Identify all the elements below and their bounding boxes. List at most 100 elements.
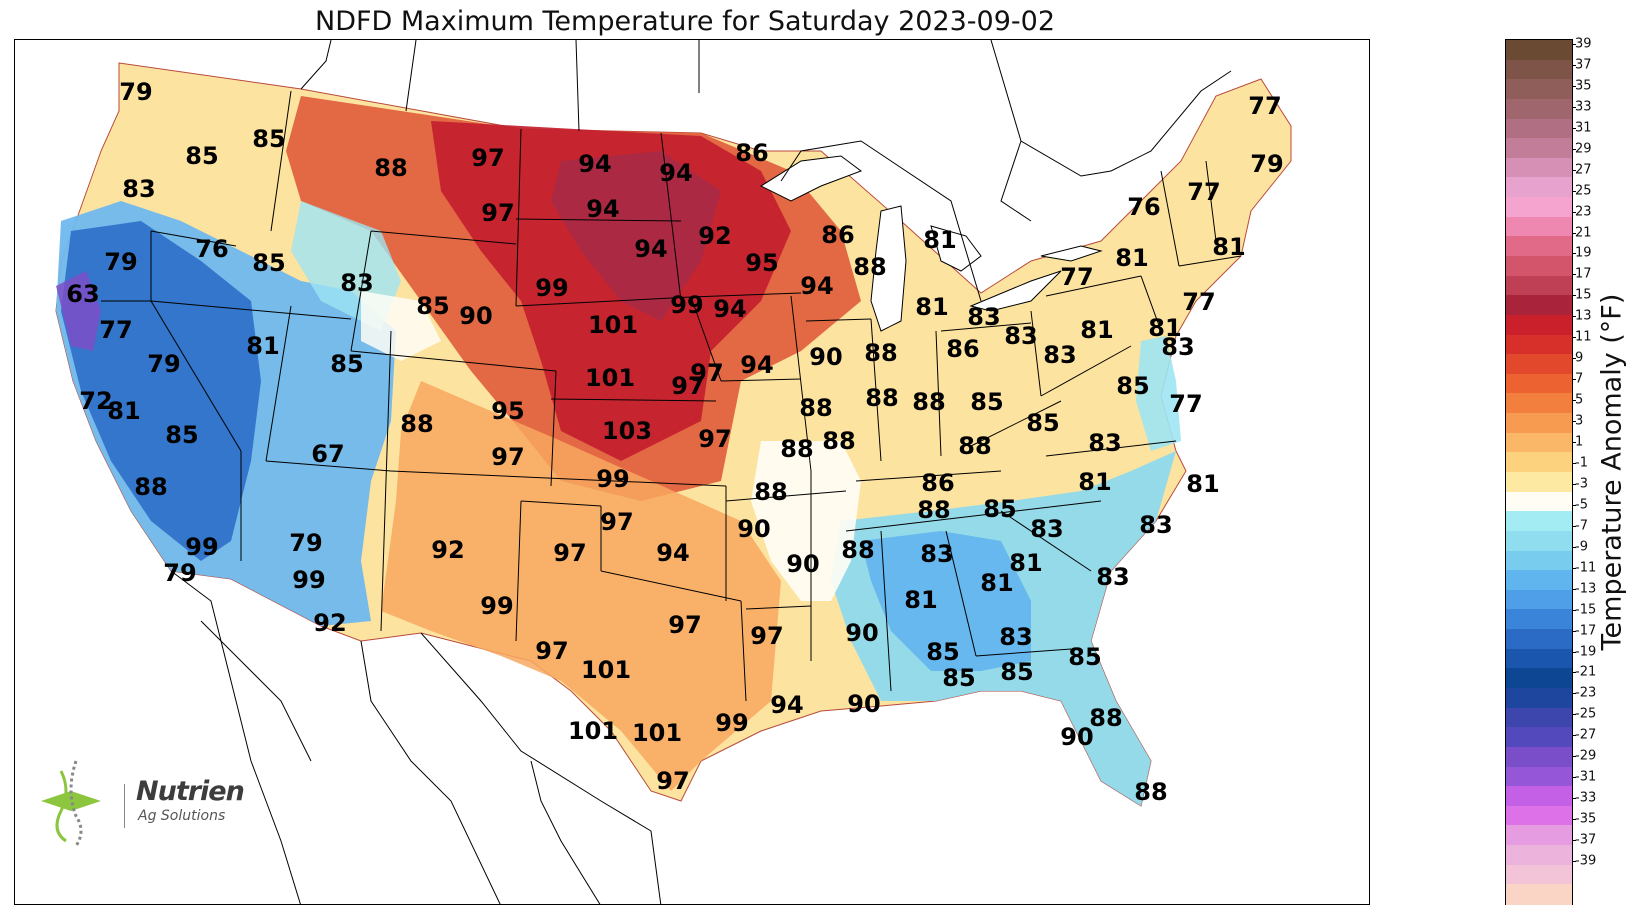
colorbar-segment [1506, 511, 1572, 532]
city-temp-label: 97 [600, 508, 634, 536]
colorbar-tickmark [1572, 609, 1576, 611]
colorbar-tickmark [1572, 504, 1576, 506]
colorbar-tick-label: -13 [1575, 581, 1597, 597]
colorbar-tickmark [1572, 840, 1576, 842]
colorbar-tickmark [1572, 274, 1576, 276]
colorbar-tickmark [1572, 358, 1576, 360]
city-temp-label: 79 [163, 559, 197, 587]
colorbar-tick-label: 7 [1575, 371, 1584, 387]
colorbar-tick-label: -27 [1575, 727, 1597, 743]
city-temp-label: 94 [713, 295, 747, 323]
city-temp-label: 95 [491, 397, 525, 425]
city-temp-label: 88 [374, 154, 408, 182]
city-temp-label: 94 [800, 272, 834, 300]
great-lakes [759, 155, 1103, 332]
city-temp-label: 85 [165, 421, 199, 449]
city-temp-label: 86 [735, 139, 769, 167]
city-temp-label: 97 [750, 622, 784, 650]
nutrien-logo: Nutrien Ag Solutions [24, 740, 264, 840]
colorbar-tick-label: -1 [1575, 455, 1588, 471]
colorbar-segment [1506, 40, 1572, 61]
colorbar-tickmark [1572, 211, 1576, 213]
colorbar-segment [1506, 138, 1572, 159]
colorbar-tickmark [1572, 400, 1576, 402]
colorbar-segment [1506, 884, 1572, 905]
colorbar-tickmark [1572, 232, 1576, 234]
country-borders [170, 40, 1232, 904]
city-temp-label: 94 [634, 235, 668, 263]
city-temp-label: 85 [1116, 372, 1150, 400]
colorbar-segment [1506, 98, 1572, 120]
colorbar-tickmark [1572, 442, 1576, 444]
map-title: NDFD Maximum Temperature for Saturday 20… [315, 6, 1055, 37]
colorbar-segment [1506, 589, 1572, 611]
colorbar-tick-label: -35 [1575, 811, 1597, 827]
colorbar-tick-label: 11 [1575, 329, 1592, 345]
city-temp-label: 85 [942, 664, 976, 692]
colorbar-tickmark [1572, 861, 1576, 862]
city-temp-label: 85 [252, 125, 286, 153]
colorbar-tick-label: -7 [1575, 518, 1588, 534]
city-temp-label: 90 [845, 619, 879, 647]
colorbar-tickmark [1572, 85, 1576, 87]
city-temp-label: 81 [923, 226, 957, 254]
city-temp-label: 103 [601, 417, 653, 445]
city-temp-label: 88 [1089, 704, 1123, 732]
city-temp-label: 92 [431, 536, 465, 564]
city-temp-label: 88 [853, 253, 887, 281]
colorbar-segment [1506, 550, 1572, 571]
colorbar-segment [1506, 609, 1572, 630]
city-temp-label: 99 [292, 566, 326, 594]
city-temp-label: 94 [740, 351, 774, 379]
colorbar-segment [1506, 845, 1572, 866]
city-temp-label: 94 [586, 195, 620, 223]
city-temp-label: 67 [311, 440, 345, 468]
colorbar-tickmark [1572, 714, 1576, 716]
city-temp-label: 83 [1004, 322, 1038, 350]
colorbar-tick-label: -9 [1575, 539, 1588, 555]
city-temp-label: 99 [535, 274, 569, 302]
city-temp-label: 99 [480, 592, 514, 620]
colorbar-segment [1506, 157, 1572, 179]
city-temp-label: 88 [917, 496, 951, 524]
colorbar-tickmark [1572, 106, 1576, 108]
colorbar-segment [1506, 432, 1572, 453]
colorbar-segment [1506, 295, 1572, 316]
colorbar-segment [1506, 570, 1572, 591]
city-temp-label: 77 [1182, 288, 1216, 316]
colorbar-segment [1506, 373, 1572, 395]
city-temp-label: 81 [1186, 470, 1220, 498]
city-temp-label: 99 [670, 291, 704, 319]
colorbar-segment [1506, 393, 1572, 414]
city-temp-label: 83 [1088, 429, 1122, 457]
state-borders [101, 90, 1242, 702]
city-temp-label: 90 [459, 302, 493, 330]
city-temp-label: 94 [578, 150, 612, 178]
logo-mark [41, 760, 101, 847]
colorbar-tickmark [1572, 421, 1576, 423]
colorbar-tick-label: -3 [1575, 476, 1588, 492]
colorbar-tickmark [1572, 630, 1576, 632]
colorbar-tickmark [1572, 672, 1576, 674]
colorbar-segment [1506, 236, 1572, 257]
city-temp-label: 83 [1139, 511, 1173, 539]
city-temp-label: 90 [786, 550, 820, 578]
colorbar-segment [1506, 118, 1572, 139]
city-temp-label: 83 [999, 623, 1033, 651]
city-temp-label: 101 [584, 364, 636, 392]
colorbar-tick-label: 35 [1575, 78, 1592, 94]
colorbar-tick-label: -23 [1575, 685, 1597, 701]
city-temp-label: 97 [471, 144, 505, 172]
city-temp-label: 101 [567, 717, 619, 745]
city-temp-label: 81 [1212, 233, 1246, 261]
city-temp-label: 94 [770, 691, 804, 719]
colorbar-tick-label: -5 [1575, 497, 1588, 513]
city-temp-label: 81 [1009, 549, 1043, 577]
colorbar-segment [1506, 59, 1572, 80]
colorbar-tick-label: 33 [1575, 99, 1592, 115]
city-temp-label: 85 [185, 142, 219, 170]
colorbar-tickmark [1572, 756, 1576, 758]
city-temp-label: 88 [134, 473, 168, 501]
colorbar-tickmark [1572, 588, 1576, 590]
city-temp-label: 101 [580, 656, 632, 684]
